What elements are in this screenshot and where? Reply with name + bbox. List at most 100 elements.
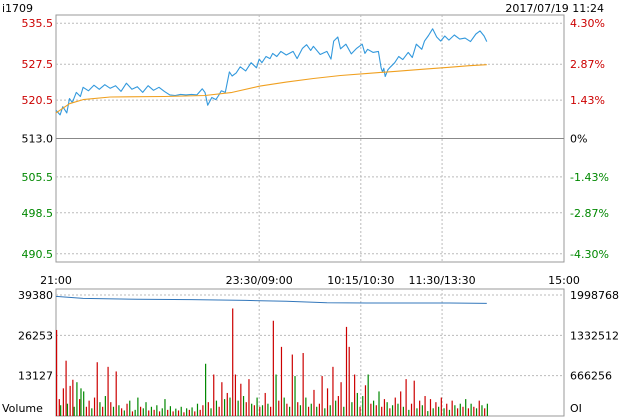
price-tick-label: 520.5 bbox=[22, 94, 54, 107]
volume-bar bbox=[484, 408, 486, 416]
datetime-label: 2017/07/19 11:24 bbox=[505, 2, 604, 15]
volume-bar bbox=[177, 410, 180, 416]
volume-bar bbox=[232, 308, 234, 416]
volume-bar bbox=[256, 397, 258, 416]
volume-bar bbox=[142, 408, 144, 416]
volume-bar bbox=[115, 371, 117, 416]
volume-bar bbox=[462, 406, 464, 416]
volume-bar bbox=[112, 406, 115, 416]
volume-bar bbox=[91, 408, 93, 416]
volume-bar bbox=[435, 402, 437, 416]
volume-bar bbox=[207, 402, 209, 416]
price-grid bbox=[56, 15, 564, 262]
time-tick-label: 11:30/13:30 bbox=[409, 274, 476, 287]
volume-bar bbox=[408, 409, 410, 416]
volume-bar bbox=[205, 363, 207, 416]
volume-bar bbox=[79, 399, 81, 416]
volume-bar bbox=[307, 406, 310, 416]
volume-bar bbox=[427, 411, 429, 416]
volume-bar bbox=[429, 399, 432, 416]
volume-bar bbox=[348, 346, 350, 416]
volume-bar bbox=[123, 410, 125, 416]
volume-bar bbox=[291, 354, 293, 416]
volume-bar bbox=[139, 406, 142, 416]
volume-bar bbox=[66, 403, 69, 416]
volume-bar bbox=[88, 400, 90, 416]
pct-tick-label: 0% bbox=[570, 133, 587, 146]
volume-bar bbox=[378, 391, 380, 416]
volume-bar bbox=[83, 391, 85, 416]
volume-bar bbox=[486, 403, 488, 416]
volume-bar bbox=[131, 411, 134, 416]
volume-bar bbox=[286, 403, 288, 416]
volume-bar bbox=[237, 400, 239, 416]
volume-bar bbox=[280, 346, 283, 416]
volume-bar bbox=[321, 376, 323, 416]
time-tick-label: 15:00 bbox=[548, 274, 580, 287]
volume-bar bbox=[76, 382, 78, 416]
volume-tick-label: 39380 bbox=[18, 289, 53, 302]
volume-bar bbox=[340, 382, 342, 416]
volume-bar bbox=[264, 392, 266, 416]
volume-bar bbox=[156, 405, 158, 416]
volume-bar bbox=[305, 397, 307, 416]
volume-bar bbox=[158, 411, 161, 416]
volume-bar bbox=[107, 366, 109, 416]
volume-bar bbox=[60, 405, 62, 416]
volume-bar bbox=[394, 397, 396, 416]
volume-bar bbox=[459, 403, 461, 416]
volume-bar bbox=[432, 408, 434, 416]
pct-tick-label: -4.30% bbox=[570, 248, 609, 261]
volume-bar bbox=[56, 329, 58, 416]
volume-bar bbox=[329, 405, 331, 416]
volume-bar bbox=[72, 379, 74, 416]
volume-bar bbox=[93, 397, 96, 416]
volume-bar bbox=[69, 385, 71, 416]
volume-bar bbox=[354, 374, 356, 416]
volume-bar bbox=[364, 385, 367, 416]
volume-bar bbox=[324, 408, 326, 416]
volume-bar bbox=[335, 400, 337, 416]
volume-bar bbox=[221, 382, 223, 416]
volume-bar bbox=[267, 403, 269, 416]
volume-bar bbox=[332, 366, 334, 416]
volume-bar bbox=[261, 405, 264, 416]
volume-bar bbox=[161, 408, 163, 416]
volume-bar bbox=[137, 397, 139, 416]
volume-bar bbox=[183, 412, 185, 416]
price-tick-label: 513.0 bbox=[22, 133, 54, 146]
volume-bar bbox=[456, 408, 459, 416]
volume-bar bbox=[180, 406, 182, 416]
volume-bar bbox=[413, 380, 415, 416]
volume-bar bbox=[172, 411, 174, 416]
volume-bar bbox=[102, 406, 104, 416]
volume-bar bbox=[240, 383, 242, 416]
volume-panel-frame bbox=[55, 288, 565, 417]
time-axis-tick-labels: 21:00 23:30/09:00 10:15/10:30 11:30/13:30 15… bbox=[40, 274, 580, 287]
volume-bar bbox=[248, 379, 250, 416]
open-interest-line bbox=[55, 295, 487, 304]
oi-axis-label: OI bbox=[570, 402, 582, 415]
volume-bar bbox=[359, 406, 361, 416]
volume-bar bbox=[121, 408, 123, 416]
volume-bar bbox=[275, 374, 277, 416]
price-tick-label: 498.5 bbox=[22, 207, 54, 220]
pct-tick-label: -2.87% bbox=[570, 207, 609, 220]
price-tick-label: 527.5 bbox=[22, 58, 54, 71]
volume-bar bbox=[473, 406, 475, 416]
volume-bar bbox=[297, 402, 299, 416]
volume-bar bbox=[386, 402, 388, 416]
volume-bar bbox=[259, 406, 261, 416]
volume-bar bbox=[318, 403, 321, 416]
volume-bar bbox=[310, 403, 312, 416]
price-right-tick-labels: 4.30% 2.87% 1.43% 0% -1.43% -2.87% -4.30% bbox=[570, 17, 609, 261]
pct-tick-label: 2.87% bbox=[570, 58, 605, 71]
volume-bar bbox=[58, 399, 60, 416]
volume-bar bbox=[440, 397, 442, 416]
volume-bar bbox=[148, 410, 150, 416]
volume-bar bbox=[253, 405, 255, 416]
volume-bar bbox=[234, 374, 237, 416]
volume-bar bbox=[400, 391, 402, 416]
volume-bar bbox=[448, 409, 451, 416]
oi-tick-labels: 1998768 1332512 666256 bbox=[570, 289, 619, 383]
